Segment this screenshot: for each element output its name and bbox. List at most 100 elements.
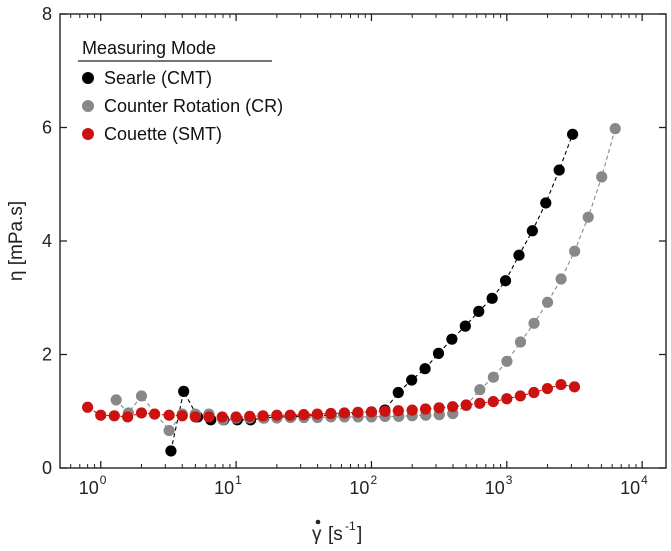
data-point: [541, 382, 554, 395]
data-point: [325, 407, 337, 420]
data-point: [230, 411, 242, 423]
legend-marker: [82, 128, 94, 140]
x-axis-title: γ [s -1 ]: [312, 519, 362, 545]
data-point: [135, 390, 148, 402]
data-point: [379, 405, 391, 417]
data-point: [176, 410, 188, 422]
legend-item: Counter Rotation (CR): [82, 96, 283, 116]
y-tick-label: 6: [42, 118, 52, 138]
data-point: [460, 399, 472, 411]
data-point: [501, 393, 513, 405]
svg-text:[s: [s: [328, 524, 343, 545]
svg-text:-1: -1: [345, 519, 356, 533]
data-point: [540, 197, 552, 209]
legend-label: Counter Rotation (CR): [104, 96, 283, 116]
legend-label: Couette (SMT): [104, 124, 222, 144]
data-point: [163, 424, 175, 437]
data-point: [298, 409, 310, 421]
data-point: [487, 371, 499, 383]
data-point: [433, 402, 445, 414]
data-point: [244, 410, 256, 422]
data-point: [95, 409, 107, 421]
data-point: [178, 385, 190, 397]
data-point: [271, 409, 283, 421]
data-point: [122, 411, 134, 423]
x-tick-label: 10 0: [79, 473, 107, 498]
data-point: [473, 305, 485, 317]
data-point: [555, 273, 567, 285]
data-point: [189, 411, 201, 423]
data-point: [474, 384, 486, 396]
legend-label: Searle (CMT): [104, 68, 212, 88]
series-line: [170, 134, 574, 452]
svg-text:10: 10: [349, 478, 369, 498]
data-point: [352, 406, 364, 418]
y-axis-title: η [mPa.s]: [6, 201, 27, 281]
legend-item: Couette (SMT): [82, 124, 222, 144]
x-tick-label: 10 1: [214, 473, 242, 498]
data-point: [406, 404, 418, 416]
data-point: [499, 275, 512, 287]
y-tick-label: 4: [42, 231, 52, 251]
data-point: [553, 164, 565, 176]
svg-text:10: 10: [485, 478, 505, 498]
legend-item: Searle (CMT): [82, 68, 212, 88]
data-point: [501, 355, 513, 367]
data-point: [582, 211, 594, 223]
x-tick-label: 10 3: [485, 473, 513, 498]
legend-marker: [82, 72, 94, 84]
data-point: [338, 407, 350, 419]
series-line: [115, 128, 616, 432]
x-tick-label: 10 4: [620, 473, 648, 498]
data-point: [392, 386, 404, 399]
svg-text:10: 10: [214, 478, 234, 498]
data-point: [528, 386, 540, 399]
data-point: [284, 409, 296, 421]
svg-text:3: 3: [506, 473, 513, 487]
data-point: [392, 405, 404, 417]
data-point: [419, 403, 432, 415]
legend-title: Measuring Mode: [82, 38, 216, 58]
data-point: [203, 411, 215, 423]
series-2: [82, 378, 581, 423]
data-point: [446, 333, 458, 345]
series-layer: [82, 123, 621, 457]
data-point: [541, 296, 554, 308]
legend-marker: [82, 100, 94, 112]
data-point: [514, 336, 527, 348]
svg-text:γ: γ: [312, 524, 322, 545]
data-point: [514, 390, 526, 402]
data-point: [555, 378, 567, 391]
data-point: [216, 411, 228, 423]
data-point: [419, 363, 431, 375]
svg-text:2: 2: [370, 473, 377, 487]
data-point: [528, 317, 540, 329]
gamma-dot: [315, 519, 321, 525]
data-point: [474, 397, 486, 409]
x-tick-label: 10 2: [349, 473, 377, 498]
data-point: [149, 408, 161, 420]
data-point: [596, 171, 608, 183]
data-point: [110, 394, 122, 406]
data-point: [82, 401, 94, 413]
y-tick-label: 0: [42, 458, 52, 478]
data-point: [513, 249, 525, 261]
y-tick-label: 2: [42, 345, 52, 365]
data-point: [447, 401, 459, 413]
data-point: [406, 374, 418, 386]
data-point: [365, 406, 378, 418]
data-point: [486, 292, 498, 304]
data-point: [432, 347, 445, 359]
svg-text:10: 10: [620, 478, 640, 498]
data-point: [163, 409, 175, 421]
data-point: [257, 410, 269, 422]
data-point: [165, 445, 177, 457]
data-point: [569, 245, 581, 257]
svg-text:10: 10: [79, 478, 99, 498]
data-point: [567, 128, 579, 140]
svg-text:4: 4: [641, 473, 648, 487]
data-point: [135, 407, 148, 419]
data-point: [108, 410, 120, 422]
